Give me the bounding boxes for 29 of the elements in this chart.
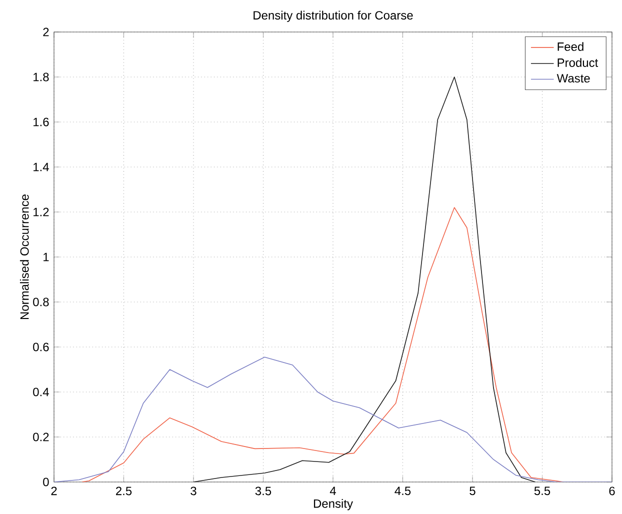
chart-title: Density distribution for Coarse: [254, 10, 413, 22]
x-tick-label: 5: [470, 486, 476, 496]
x-tick-label: 4: [330, 486, 336, 495]
x-tick-label: 5.5: [534, 486, 550, 496]
y-tick-label: 0.2: [33, 432, 49, 442]
y-tick-label: 0.6: [33, 342, 49, 352]
y-tick-label: 1.4: [34, 162, 49, 172]
legend-label: Waste: [556, 74, 590, 83]
legend-label: Product: [558, 58, 598, 67]
x-tick-label: 3: [190, 486, 196, 496]
y-tick-label: 2: [43, 28, 49, 36]
y-tick-label: 0: [43, 478, 49, 486]
line-series: [54, 356, 612, 482]
y-tick-label: 0.4: [33, 388, 49, 396]
y-axis-title: Normalised Occurrence: [20, 194, 29, 320]
y-tick-label: 1: [44, 252, 49, 262]
y-tick-label: 1.2: [34, 208, 49, 216]
line-series: [193, 76, 536, 482]
line-series: [82, 207, 564, 482]
legend-label: Feed: [558, 42, 584, 51]
x-tick-label: 2.5: [116, 486, 132, 496]
y-tick-label: 1.8: [34, 72, 49, 82]
x-tick-label: 2: [51, 486, 57, 496]
x-tick-label: 4.5: [394, 486, 411, 496]
x-axis-title: Density: [314, 499, 353, 510]
y-tick-label: 0.8: [33, 298, 49, 306]
y-tick-label: 1.6: [34, 118, 49, 126]
x-tick-label: 6: [609, 486, 615, 496]
x-tick-label: 3.5: [255, 486, 272, 496]
